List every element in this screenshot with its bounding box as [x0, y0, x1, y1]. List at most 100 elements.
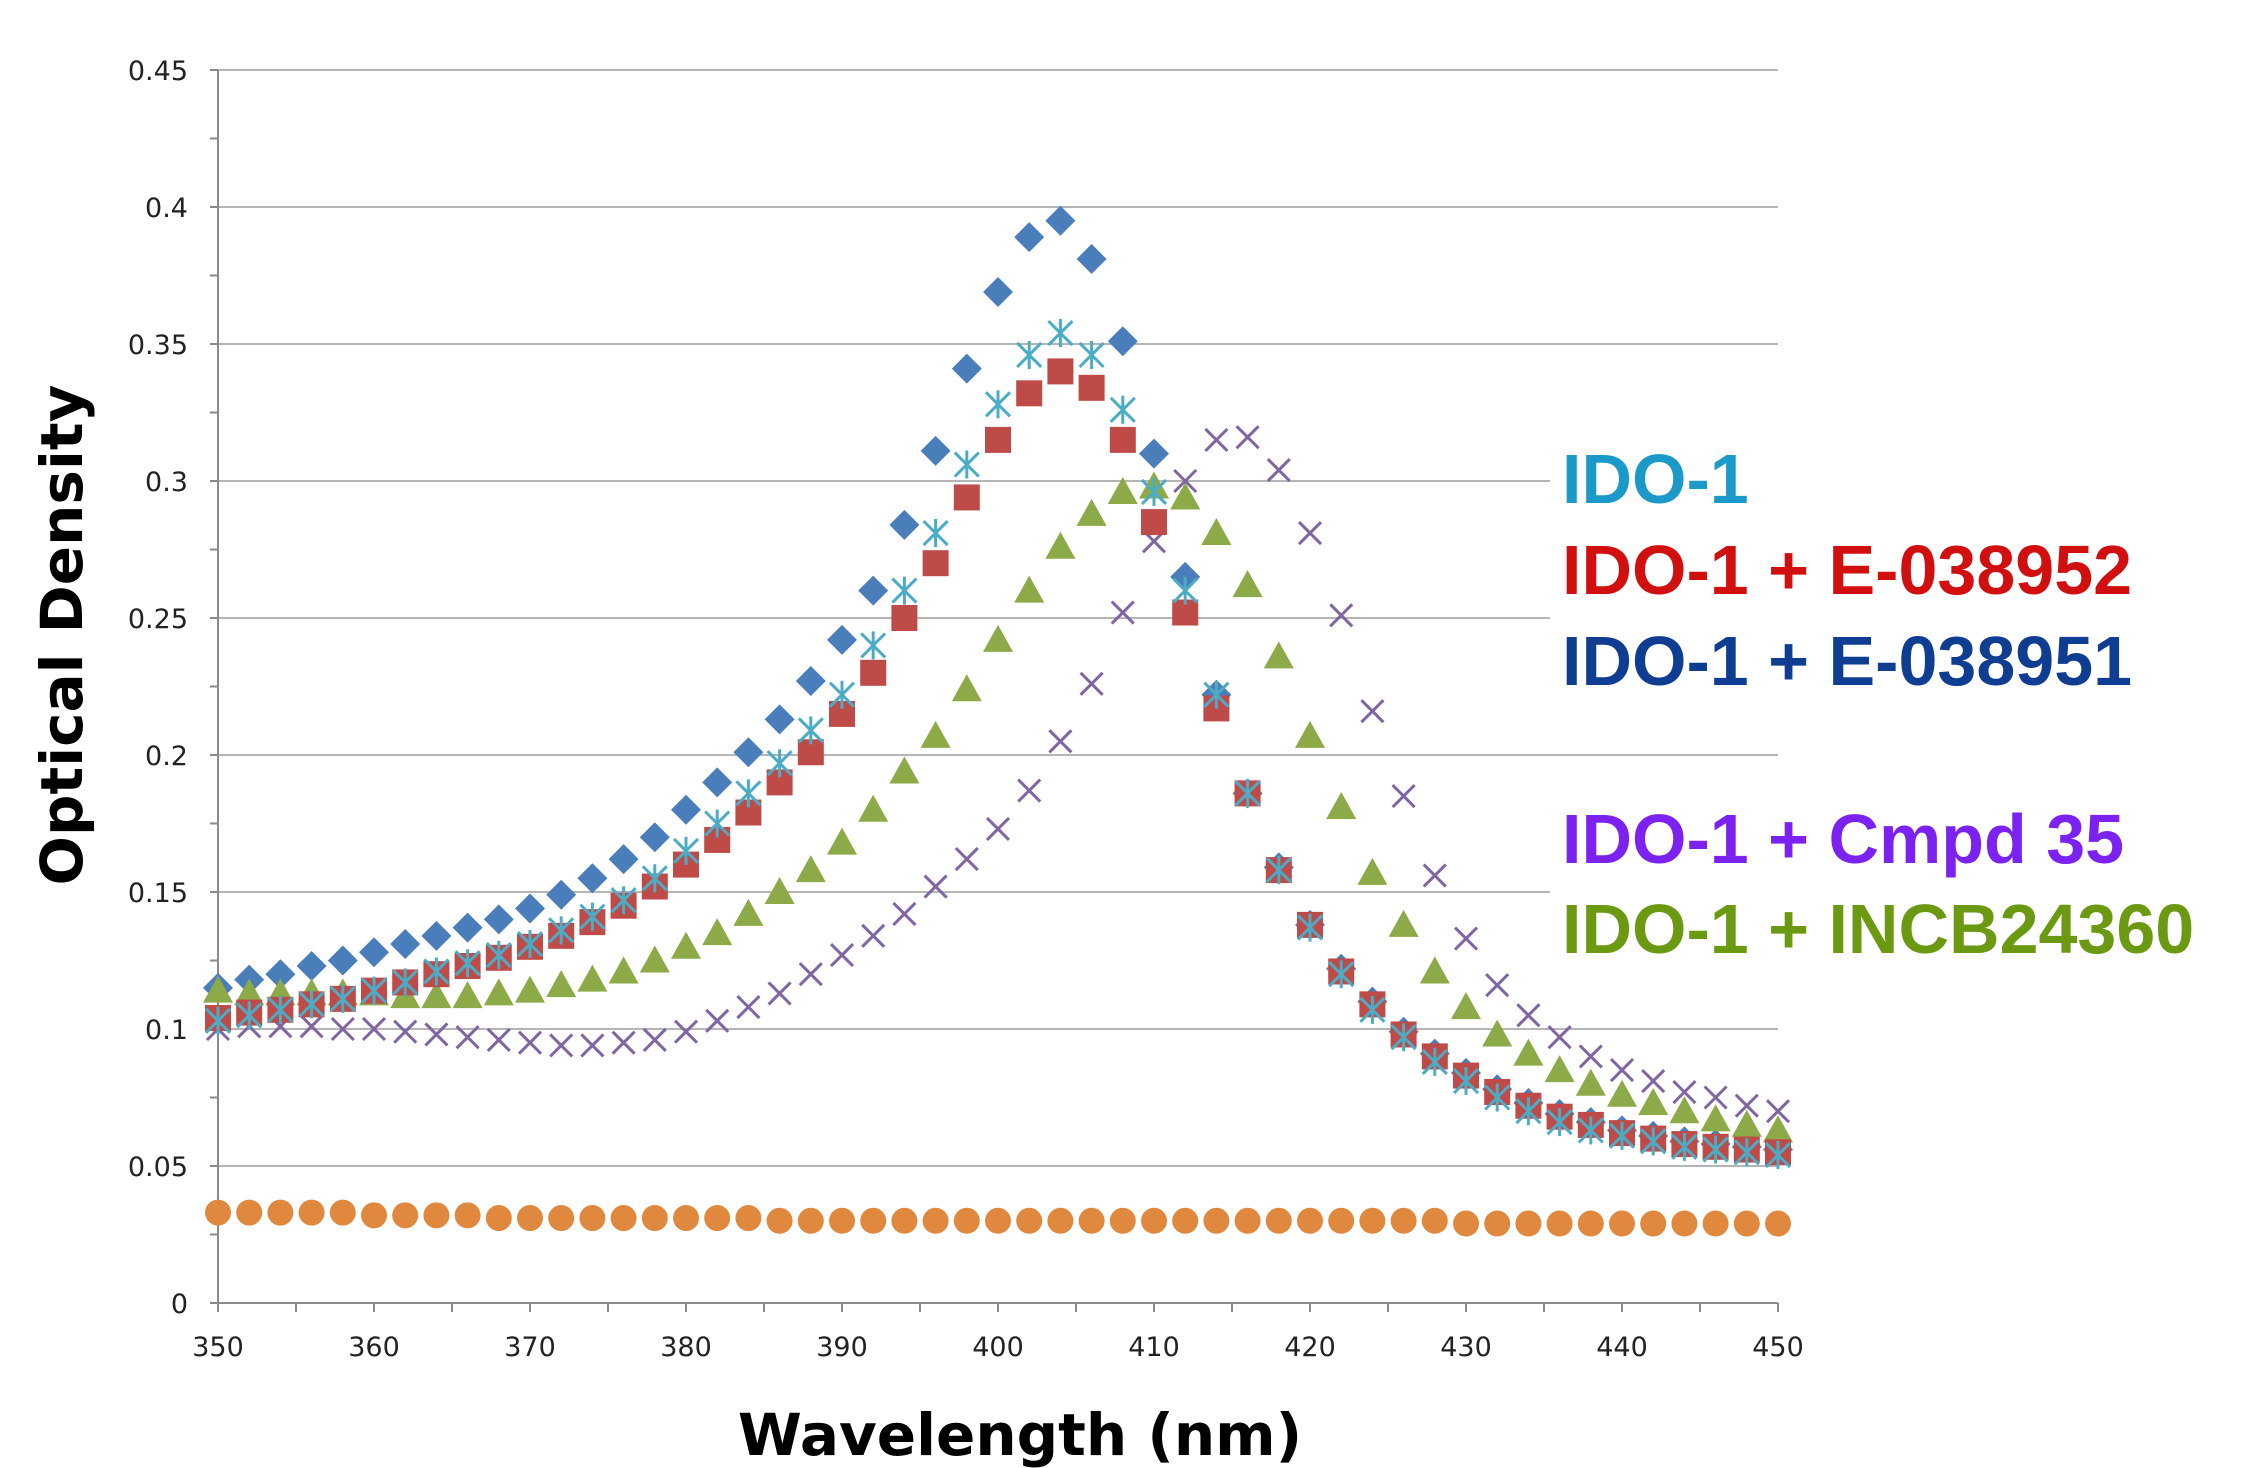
data-point-circle — [1609, 1210, 1635, 1237]
data-point-circle — [1577, 1210, 1604, 1237]
data-point-circle — [1172, 1207, 1199, 1234]
data-point-square — [860, 659, 887, 686]
data-point-x — [1453, 926, 1479, 951]
data-point-circle — [673, 1205, 699, 1232]
series-0 — [203, 205, 1793, 1165]
data-point-asterisk — [1203, 680, 1230, 709]
y-tick-label: 0.05 — [128, 1152, 188, 1183]
legend: IDO-1 IDO-1 + E-038952 IDO-1 + E-038951 … — [1562, 440, 2194, 968]
data-point-circle — [735, 1205, 762, 1232]
data-point-diamond — [795, 666, 826, 697]
data-point-asterisk — [1016, 340, 1043, 369]
data-point-circle — [361, 1202, 387, 1229]
x-tick-label: 410 — [1128, 1332, 1180, 1363]
data-point-circle — [298, 1199, 325, 1226]
data-point-diamond — [920, 435, 951, 466]
data-point-diamond — [577, 863, 608, 894]
data-point-asterisk — [204, 1006, 232, 1035]
data-point-asterisk — [766, 749, 793, 778]
data-point-triangle — [515, 975, 545, 1003]
data-point-circle — [1421, 1207, 1448, 1234]
data-point-asterisk — [392, 968, 419, 997]
data-point-x — [985, 816, 1011, 842]
data-point-circle — [797, 1207, 824, 1234]
x-tick-label: 350 — [192, 1332, 244, 1363]
data-point-x — [611, 1030, 636, 1055]
data-point-x — [1516, 1003, 1541, 1028]
y-tick-label: 0.45 — [128, 56, 188, 87]
data-point-circle — [423, 1202, 450, 1229]
data-point-triangle — [203, 975, 233, 1003]
data-point-circle — [1733, 1210, 1760, 1237]
data-point-diamond — [1139, 438, 1169, 469]
data-point-circle — [517, 1205, 543, 1232]
data-point-asterisk — [891, 576, 918, 605]
data-point-x — [549, 1033, 574, 1058]
data-point-x — [1765, 1099, 1791, 1124]
data-point-triangle — [421, 981, 452, 1009]
data-point-square — [1141, 509, 1167, 536]
data-point-diamond — [1076, 244, 1107, 275]
legend-item-ido1-e038952: IDO-1 + E-038952 — [1562, 531, 2132, 609]
data-point-circle — [1515, 1210, 1542, 1237]
data-point-triangle — [920, 720, 951, 748]
data-point-asterisk — [1702, 1135, 1729, 1164]
data-point-diamond — [546, 879, 577, 910]
data-point-circle — [922, 1207, 949, 1234]
x-tick-label: 450 — [1752, 1332, 1804, 1363]
data-point-circle — [1702, 1210, 1729, 1237]
data-point-square — [1078, 374, 1105, 401]
data-point-asterisk — [860, 631, 887, 660]
data-point-circle — [1047, 1207, 1074, 1234]
data-point-x — [330, 1016, 355, 1042]
data-point-x — [1079, 671, 1104, 696]
data-point-triangle — [795, 855, 826, 883]
data-point-circle — [1297, 1207, 1323, 1234]
data-point-circle — [641, 1205, 668, 1232]
data-point-square — [1109, 426, 1136, 453]
data-point-circle — [1109, 1207, 1136, 1234]
data-point-x — [1017, 778, 1042, 803]
data-point-circle — [829, 1207, 855, 1234]
data-point-asterisk — [1608, 1121, 1636, 1150]
data-point-x — [455, 1025, 480, 1050]
data-point-triangle — [639, 945, 670, 973]
data-point-triangle — [1638, 1087, 1669, 1115]
data-point-x — [829, 942, 855, 968]
data-point-x — [798, 962, 823, 987]
data-point-circle — [485, 1205, 512, 1232]
data-point-asterisk — [641, 864, 668, 893]
data-point-diamond — [827, 624, 857, 655]
data-point-asterisk — [1078, 340, 1105, 369]
data-point-x — [1609, 1058, 1635, 1083]
data-point-diamond — [889, 509, 920, 540]
data-point-triangle — [1669, 1096, 1700, 1124]
data-point-asterisk — [1733, 1138, 1760, 1167]
data-point-asterisk — [1421, 1047, 1448, 1076]
data-point-asterisk — [360, 976, 388, 1005]
data-point-diamond — [702, 767, 733, 798]
data-point-circle — [1390, 1207, 1417, 1234]
data-point-diamond — [983, 276, 1013, 307]
data-point-x — [361, 1016, 387, 1042]
data-point-circle — [579, 1205, 606, 1232]
data-point-x — [517, 1030, 543, 1055]
data-point-circle — [1765, 1210, 1791, 1237]
data-point-x — [1360, 699, 1385, 724]
y-tick-labels: 0 0.05 0.1 0.15 0.2 0.25 0.3 0.35 0.4 0.45 — [128, 56, 188, 1320]
x-tick-label: 370 — [504, 1332, 556, 1363]
data-point-asterisk — [1265, 856, 1292, 885]
data-point-triangle — [1357, 857, 1388, 885]
data-point-circle — [205, 1199, 231, 1226]
data-point-x — [736, 995, 761, 1020]
data-point-triangle — [1326, 792, 1357, 820]
data-point-circle — [267, 1199, 294, 1226]
data-point-diamond — [639, 822, 670, 853]
y-tick-label: 0.3 — [145, 467, 188, 498]
legend-item-ido1-cmpd35: IDO-1 + Cmpd 35 — [1562, 800, 2124, 878]
data-point-triangle — [608, 956, 639, 984]
data-point-asterisk — [704, 809, 731, 838]
data-point-circle — [1141, 1207, 1167, 1234]
data-point-diamond — [265, 959, 296, 990]
data-point-circle — [236, 1199, 263, 1226]
